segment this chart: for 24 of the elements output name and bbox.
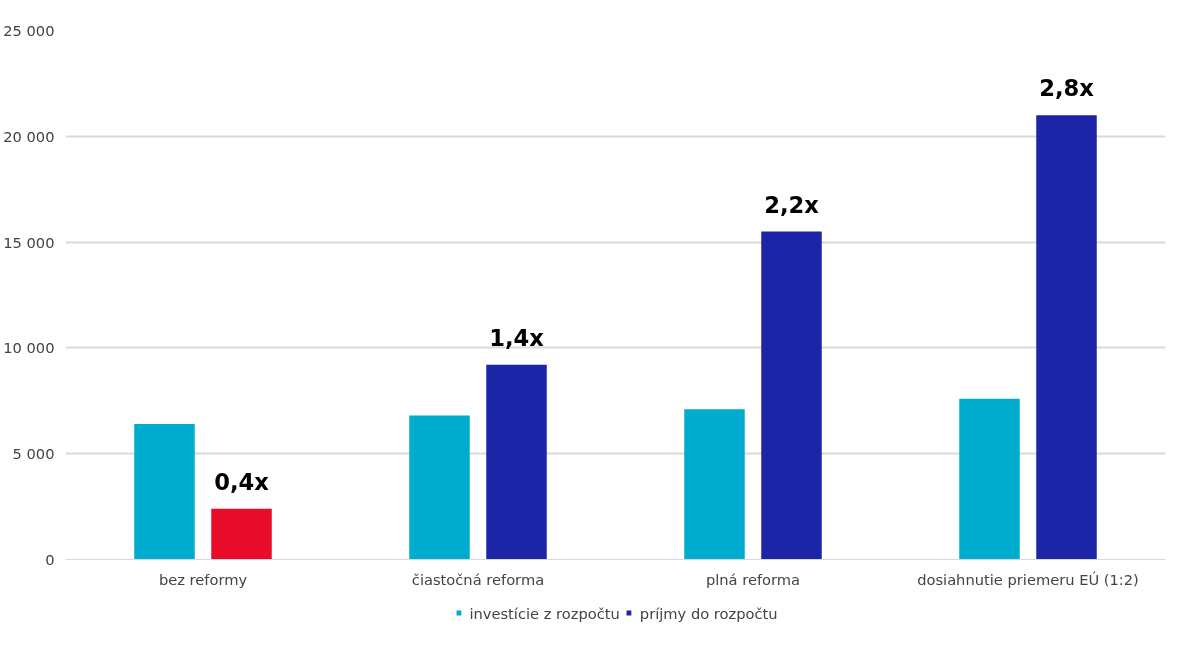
bar: [409, 415, 470, 560]
bar: [211, 508, 272, 560]
annotation: 1,4x: [489, 324, 545, 351]
y-tick-label: 20 000: [3, 127, 55, 145]
legend-label: príjmy do rozpočtu: [639, 604, 778, 621]
bar: [761, 231, 822, 560]
bar: [486, 364, 547, 560]
y-tick-label: 15 000: [3, 233, 55, 251]
y-tick-label: 25 000: [3, 22, 55, 39]
bar: [959, 398, 1020, 560]
bar: [134, 424, 195, 560]
annotation: 0,4x: [214, 468, 270, 495]
annotation: 2,2x: [764, 191, 820, 218]
y-tick-label: 10 000: [3, 339, 55, 357]
x-tick-label: čiastočná reforma: [411, 570, 545, 588]
bar: [684, 409, 745, 560]
x-tick-label: dosiahnutie priemeru EÚ (1:2): [917, 570, 1139, 588]
bar: [1036, 115, 1097, 560]
legend-label: investície z rozpočtu: [469, 604, 620, 621]
x-tick-label: plná reforma: [705, 570, 801, 588]
y-tick-label: 0: [45, 551, 55, 568]
annotation: 2,8x: [1039, 75, 1095, 102]
y-tick-label: 5 000: [12, 445, 55, 463]
x-tick-label: bez reformy: [158, 570, 248, 588]
